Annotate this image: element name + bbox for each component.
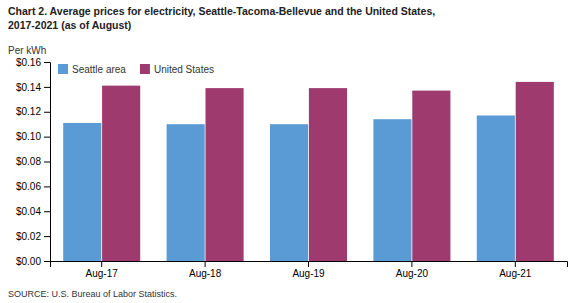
y-tick: $0.02 [16,231,50,242]
tick-label: $0.02 [16,231,41,242]
y-tick: $0.12 [16,106,50,117]
tick-mark [101,261,102,267]
x-tick: Aug-20 [396,261,429,279]
x-tick: Aug-18 [189,261,222,279]
y-tick: $0.08 [16,156,50,167]
title: 2017-2021 (as of August) [8,19,131,31]
x-tick: Aug-21 [499,261,532,279]
axis-line [44,63,51,262]
tick-mark [411,261,412,267]
tick-mark [44,236,50,237]
tick-mark [44,261,50,262]
legend: Seattle area United States [58,64,214,75]
bar [309,88,347,261]
legend-label: Seattle area [72,64,126,75]
tick-label: $0.14 [16,82,41,93]
y-tick: $0.10 [16,131,50,142]
tick-mark [44,112,50,113]
legend-item: United States [140,64,214,75]
legend-swatch [140,64,150,74]
title: Chart 2. Average prices for electricity,… [8,5,435,17]
bar [373,119,411,261]
bar [270,124,308,261]
source: SOURCE: U.S. Bureau of Labor Statistics. [8,289,177,299]
bar [205,88,243,261]
tick-label: $0.10 [16,131,41,142]
bar [167,124,205,261]
bar [516,82,554,261]
series [102,82,554,261]
tick-label: Aug-19 [292,268,325,279]
y-tick: $0.14 [16,82,50,93]
x-tick: Aug-17 [86,261,119,279]
bar [412,91,450,261]
y-axis: $0.00 $0.02 $0.04 $0.06 $0.08 $0.10 $0.12 $0.14… [16,57,51,267]
tick-mark [44,186,50,187]
x-tick: Aug-19 [292,261,325,279]
tick-label: Aug-21 [499,268,532,279]
tick-label: $0.16 [16,57,41,68]
tick-mark [44,211,50,212]
legend-swatch [58,64,68,74]
tick-label: $0.08 [16,156,41,167]
bar [63,123,101,261]
tick-label: $0.06 [16,181,41,192]
axis-line [51,262,568,268]
y-tick: $0.16 [16,57,50,68]
tick-mark [44,87,50,88]
bar [102,86,140,261]
tick-mark [205,261,206,267]
tick-label: Aug-17 [86,268,119,279]
tick-label: $0.12 [16,106,41,117]
x-axis: Aug-17 Aug-18 Aug-19 Aug-20 Aug-21 [51,261,568,279]
plot: $0.00 $0.02 $0.04 $0.06 $0.08 $0.10 $0.12 $0.14… [16,57,568,279]
y-tick: $0.04 [16,206,50,217]
bars [63,82,554,261]
tick-label: Aug-18 [189,268,222,279]
chart: Chart 2. Average prices for electricity,… [0,0,579,303]
tick-mark [44,137,50,138]
tick-mark [308,261,309,267]
y-tick: $0.00 [16,256,50,267]
tick-label: $0.00 [16,256,41,267]
tick-mark [44,162,50,163]
legend-item: Seattle area [58,64,126,75]
y-axis-title: Per kWh [8,45,46,56]
tick-mark [44,62,50,63]
bar [477,115,515,261]
legend-label: United States [154,64,214,75]
tick-label: $0.04 [16,206,41,217]
tick-mark [515,261,516,267]
tick-label: Aug-20 [396,268,429,279]
y-tick: $0.06 [16,181,50,192]
